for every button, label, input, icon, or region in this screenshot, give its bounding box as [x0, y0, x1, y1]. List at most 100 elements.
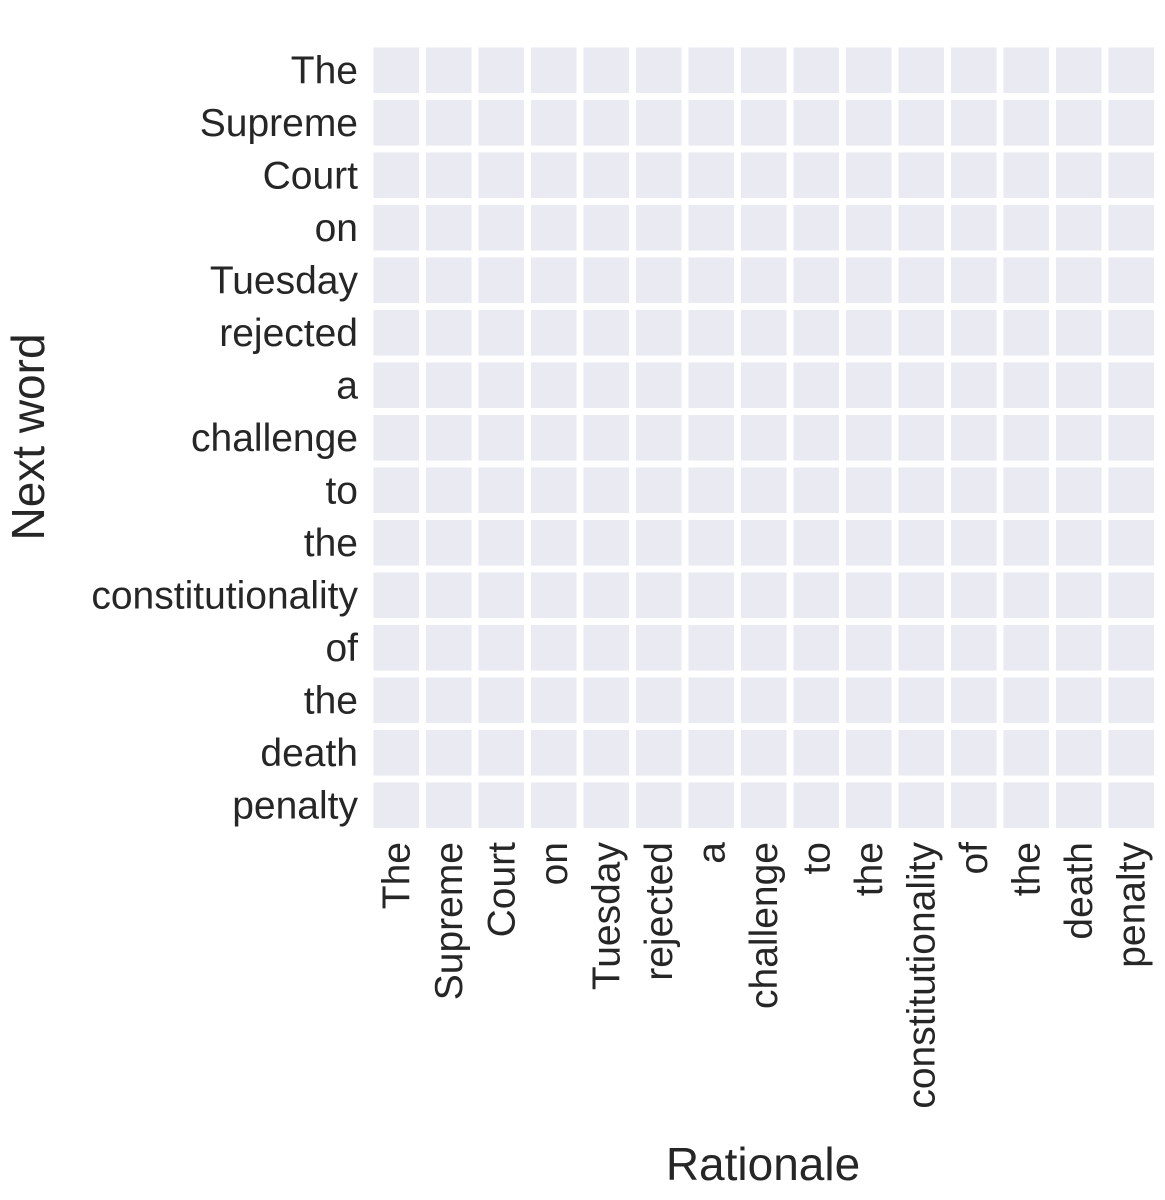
heatmap-cell — [1108, 520, 1154, 566]
heatmap-cell — [951, 47, 997, 93]
heatmap-cell — [951, 415, 997, 461]
heatmap-cell — [583, 625, 629, 671]
heatmap-cell — [1003, 677, 1049, 723]
heatmap-cell — [898, 520, 944, 566]
heatmap-cell — [636, 415, 682, 461]
x-tick-label: Supreme — [428, 842, 471, 1000]
heatmap-cell — [583, 100, 629, 146]
heatmap-cell — [1108, 257, 1154, 303]
heatmap-cell — [426, 625, 472, 671]
heatmap-cell — [1056, 310, 1102, 356]
x-tick-label: Court — [480, 842, 523, 938]
heatmap-cell — [426, 205, 472, 251]
heatmap-cell — [793, 467, 839, 513]
heatmap-cell — [1003, 205, 1049, 251]
heatmap-cell — [1056, 572, 1102, 618]
heatmap-cell — [793, 100, 839, 146]
heatmap-cell — [688, 730, 734, 776]
x-tick-label: on — [533, 842, 576, 885]
heatmap-cell — [426, 257, 472, 303]
heatmap-cell — [373, 47, 419, 93]
heatmap-cell — [793, 47, 839, 93]
heatmap-cell — [373, 520, 419, 566]
heatmap-cell — [531, 625, 577, 671]
heatmap-cell — [898, 625, 944, 671]
x-tick-label: challenge — [743, 842, 786, 1009]
heatmap-cell — [636, 782, 682, 828]
heatmap-cell — [1003, 572, 1049, 618]
heatmap-cell — [793, 572, 839, 618]
heatmap-cell — [688, 47, 734, 93]
heatmap-cell — [583, 47, 629, 93]
heatmap-cell — [636, 257, 682, 303]
heatmap-cell — [373, 782, 419, 828]
heatmap-cell — [688, 520, 734, 566]
y-tick-label: Supreme — [200, 102, 358, 145]
heatmap-cell — [531, 362, 577, 408]
heatmap-cell — [531, 310, 577, 356]
heatmap-cell — [688, 205, 734, 251]
heatmap-cell — [741, 782, 787, 828]
heatmap-cell — [898, 467, 944, 513]
heatmap-cell — [636, 730, 682, 776]
heatmap-cell — [1003, 47, 1049, 93]
heatmap-cell — [373, 415, 419, 461]
heatmap-cell — [1003, 257, 1049, 303]
y-tick-label: Tuesday — [210, 259, 359, 302]
x-tick-label: of — [953, 842, 996, 875]
y-tick-label: of — [325, 627, 358, 670]
x-axis-label: Rationale — [666, 1138, 860, 1190]
y-tick-label: rejected — [219, 312, 358, 355]
heatmap-cell — [741, 362, 787, 408]
heatmap-cell — [688, 152, 734, 198]
heatmap-cell — [898, 782, 944, 828]
heatmap-cell — [1056, 677, 1102, 723]
heatmap-cell — [1108, 152, 1154, 198]
x-tick-label: the — [848, 842, 891, 896]
heatmap-cell — [373, 257, 419, 303]
heatmap-cell — [478, 572, 524, 618]
heatmap-cell — [741, 625, 787, 671]
heatmap-cell — [898, 205, 944, 251]
heatmap-cell — [741, 152, 787, 198]
heatmap-cell — [1108, 677, 1154, 723]
heatmap-cell — [1056, 467, 1102, 513]
heatmap-cell — [373, 205, 419, 251]
y-tick-label: The — [291, 49, 358, 92]
heatmap-cell — [951, 730, 997, 776]
heatmap-cell — [426, 152, 472, 198]
heatmap-cell — [373, 730, 419, 776]
heatmap-cell — [636, 100, 682, 146]
heatmap-cell — [531, 205, 577, 251]
heatmap-cell — [688, 677, 734, 723]
heatmap-cell — [636, 205, 682, 251]
y-tick-label: constitutionality — [91, 574, 358, 617]
heatmap-cell — [846, 415, 892, 461]
heatmap-cell — [688, 257, 734, 303]
heatmap-cell — [426, 782, 472, 828]
heatmap-cell — [426, 467, 472, 513]
heatmap-cell — [478, 625, 524, 671]
heatmap-cell — [951, 467, 997, 513]
heatmap-cell — [846, 572, 892, 618]
y-tick-label: on — [315, 207, 358, 250]
heatmap-cell — [1108, 310, 1154, 356]
y-tick-label: the — [304, 522, 358, 565]
heatmap-cell — [846, 730, 892, 776]
heatmap-cell — [793, 205, 839, 251]
y-tick-label: to — [325, 469, 358, 512]
heatmap-cell — [1108, 415, 1154, 461]
heatmap-cell — [898, 362, 944, 408]
heatmap-cell — [531, 257, 577, 303]
heatmap-cell — [951, 782, 997, 828]
heatmap-cell — [426, 730, 472, 776]
heatmap-cell — [1108, 572, 1154, 618]
heatmap-cell — [373, 572, 419, 618]
heatmap-cell — [688, 572, 734, 618]
x-tick-label: constitutionality — [900, 842, 943, 1109]
y-tick-label: the — [304, 679, 358, 722]
heatmap-cell — [478, 467, 524, 513]
heatmap-cell — [583, 782, 629, 828]
heatmap-cell — [1003, 730, 1049, 776]
